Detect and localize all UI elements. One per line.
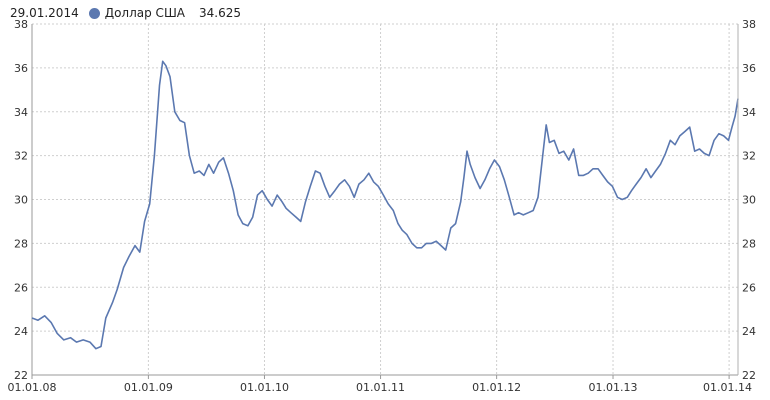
x-tick-label: 01.01.08: [8, 381, 57, 394]
y-tick-label-left: 26: [14, 281, 28, 294]
y-tick-label-left: 36: [14, 62, 28, 75]
legend-dot-icon: [88, 7, 100, 19]
y-tick-label-right: 22: [742, 369, 756, 382]
series-line: [31, 60, 739, 350]
y-tick-label-right: 26: [742, 281, 756, 294]
y-tick-label-left: 30: [14, 194, 28, 207]
tick-labels: 22 22 24 24 26 26 28 28 30 30 32 32 34 34 36 36 38 38 01.0…: [8, 18, 756, 394]
y-tick-label-right: 38: [742, 18, 756, 31]
y-tick-label-left: 24: [14, 325, 28, 338]
y-tick-label-right: 30: [742, 194, 756, 207]
y-tick-label-right: 36: [742, 62, 756, 75]
y-tick-label-left: 38: [14, 18, 28, 31]
y-tick-label-right: 32: [742, 150, 756, 163]
selected-value: 34.625: [198, 6, 241, 20]
y-tick-label-left: 28: [14, 237, 28, 250]
chart-header: 29.01.2014 Доллар США 34.625: [10, 4, 241, 22]
x-tick-label: 01.01.12: [472, 381, 521, 394]
y-tick-label-left: 34: [14, 106, 28, 119]
x-tick-label: 01.01.09: [124, 381, 173, 394]
x-tick-label: 01.01.13: [589, 381, 638, 394]
y-tick-label-left: 32: [14, 150, 28, 163]
x-tick-label: 01.01.11: [356, 381, 405, 394]
y-tick-label-right: 24: [742, 325, 756, 338]
y-tick-label-left: 22: [14, 369, 28, 382]
y-tick-label-right: 28: [742, 237, 756, 250]
y-tick-label-right: 34: [742, 106, 756, 119]
x-tick-label: 01.01.14: [703, 381, 752, 394]
selected-date: 29.01.2014: [10, 6, 79, 20]
legend-series-label: Доллар США: [104, 6, 185, 20]
x-tick-label: 01.01.10: [240, 381, 289, 394]
